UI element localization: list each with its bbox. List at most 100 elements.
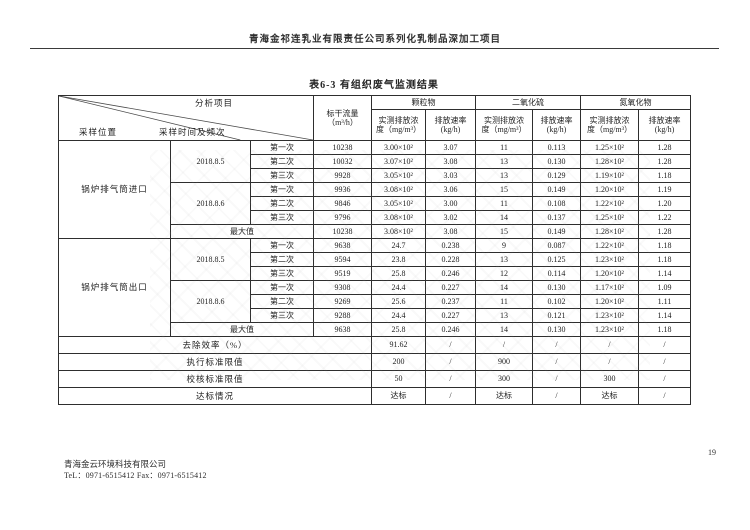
flow-value-cell: 9846 xyxy=(313,196,373,211)
value-cell: 24.4 xyxy=(371,308,427,323)
value-cell: 1.18 xyxy=(638,238,692,253)
corner-time-label: 采样时间及频次 xyxy=(159,126,226,137)
value-cell: / xyxy=(580,336,640,354)
value-cell: 1.22 xyxy=(638,210,692,225)
value-cell: 14 xyxy=(475,322,534,337)
value-cell: 1.22×10² xyxy=(580,238,640,253)
value-cell: 1.18 xyxy=(638,168,692,183)
diagonal-lines xyxy=(59,96,313,140)
subheader-nox-concentration: 实测排放浓 度（mg/m³） xyxy=(580,109,640,141)
value-cell: 0.108 xyxy=(532,196,582,211)
value-cell: 1.28×10² xyxy=(580,154,640,169)
flow-value-cell: 9288 xyxy=(313,308,373,323)
flow-value-cell: 9308 xyxy=(313,280,373,295)
value-cell: 0.130 xyxy=(532,280,582,295)
value-cell: 达标 xyxy=(475,387,534,405)
sampling-location-cell: 锅炉排气筒出口 xyxy=(58,238,171,337)
value-cell: 1.17×10² xyxy=(580,280,640,295)
flow-value-cell: 9638 xyxy=(313,238,373,253)
value-cell: 0.237 xyxy=(425,294,477,309)
value-cell: / xyxy=(425,353,477,371)
value-cell: / xyxy=(425,387,477,405)
subheader-pm-rate: 排放速率 (kg/h) xyxy=(425,109,477,141)
value-cell: 1.23×10² xyxy=(580,322,640,337)
value-cell: / xyxy=(475,336,534,354)
value-cell: 0.137 xyxy=(532,210,582,225)
value-cell: 3.08 xyxy=(425,224,477,239)
value-cell: 1.18 xyxy=(638,322,692,337)
measurement-row: 第三次 9928 3.05×10² 3.03 13 0.129 1.19×10² 1.18 xyxy=(59,168,692,183)
page-footer: 青海金云环境科技有限公司 TeL：0971-6515412 Fax：0971-6… xyxy=(64,459,207,481)
subheader-pm-concentration: 实测排放浓 度（mg/m³） xyxy=(371,109,427,141)
summary-label-cell: 执行标准限值 xyxy=(57,353,373,371)
value-cell: 3.08×10² xyxy=(371,182,427,197)
flow-value-cell: 10032 xyxy=(313,154,373,169)
value-cell: 1.25×10² xyxy=(580,140,640,155)
value-cell: 1.25×10² xyxy=(580,210,640,225)
value-cell: / xyxy=(638,336,692,354)
summary-row: 去除效率（%） 91.62// / / / xyxy=(57,336,692,354)
value-cell: 3.02 xyxy=(425,210,477,225)
value-cell: 1.14 xyxy=(638,266,692,281)
value-cell: 1.14 xyxy=(638,308,692,323)
value-cell: / xyxy=(580,353,640,371)
flow-value-cell: 10238 xyxy=(313,224,373,239)
value-cell: 24.7 xyxy=(371,238,427,253)
value-cell: 1.22×10² xyxy=(580,196,640,211)
sampling-location-cell: 锅炉排气筒进口 xyxy=(58,140,171,239)
value-cell: 1.09 xyxy=(638,280,692,295)
value-cell: 0.149 xyxy=(532,182,582,197)
measurement-row: 2018.8.6 第一次 9936 3.08×10² 3.06 15 0.149 1.20×1… xyxy=(59,182,692,225)
flow-value-cell: 9796 xyxy=(313,210,373,225)
value-cell: / xyxy=(532,353,582,371)
summary-label-cell: 校核标准限值 xyxy=(57,370,373,388)
footer-contact-info: TeL：0971-6515412 Fax：0971-6515412 xyxy=(64,471,207,480)
value-cell: 1.19×10² xyxy=(580,168,640,183)
value-cell: 23.8 xyxy=(371,252,427,267)
measurement-row: 锅炉排气筒进口 2018.8.5 第一次 10238 3.00×10² 3.07 11 0.1… xyxy=(58,140,692,239)
value-cell: 91.62 xyxy=(371,336,427,354)
value-cell: 12 xyxy=(475,266,534,281)
value-cell: 0.121 xyxy=(532,308,582,323)
value-cell: 0.246 xyxy=(425,322,477,337)
value-cell: 14 xyxy=(475,280,534,295)
value-cell: 15 xyxy=(475,182,534,197)
value-cell: 0.149 xyxy=(532,224,582,239)
measurement-row: 锅炉排气筒出口 2018.8.5 第一次 9638 24.7 0.238 9 0.087 1.2… xyxy=(58,238,692,337)
value-cell: 25.6 xyxy=(371,294,427,309)
max-label-cell: 最大值 xyxy=(169,224,315,239)
value-cell: 0.129 xyxy=(532,168,582,183)
summary-row: 执行标准限值 200/900// / xyxy=(57,353,692,371)
value-cell: 0.238 xyxy=(425,238,477,253)
footer-company-name: 青海金云环境科技有限公司 xyxy=(64,459,167,469)
value-cell: 1.11 xyxy=(638,294,692,309)
sampling-sequence-cell: 第三次 xyxy=(249,308,315,323)
value-cell: 13 xyxy=(475,154,534,169)
value-cell: 1.20×10² xyxy=(580,182,640,197)
summary-row: 校核标准限值 50/300/300/ xyxy=(57,370,692,388)
value-cell: 1.19 xyxy=(638,182,692,197)
flow-value-cell: 9519 xyxy=(313,266,373,281)
flow-value-cell: 10238 xyxy=(313,140,373,155)
sampling-date-cell: 2018.8.5 xyxy=(170,238,251,281)
sampling-sequence-cell: 第二次 xyxy=(249,294,315,309)
value-cell: / xyxy=(532,336,582,354)
value-cell: 3.03 xyxy=(425,168,477,183)
summary-row: 达标情况 达标 / 达标 / 达标 / xyxy=(57,387,692,405)
value-cell: 1.18 xyxy=(638,252,692,267)
value-cell: 300 xyxy=(580,370,640,388)
value-cell: / xyxy=(425,336,477,354)
value-cell: 3.07×10² xyxy=(371,154,427,169)
value-cell: 24.4 xyxy=(371,280,427,295)
value-cell: 1.20 xyxy=(638,196,692,211)
document-header-title: 青海金祁连乳业有限责任公司系列化乳制品深加工项目 xyxy=(248,35,501,45)
sampling-sequence-cell: 第二次 xyxy=(249,154,315,169)
value-cell: / xyxy=(425,370,477,388)
value-cell: 1.20×10² xyxy=(580,266,640,281)
value-cell: 13 xyxy=(475,252,534,267)
value-cell: 1.23×10² xyxy=(580,252,640,267)
flow-value-cell: 9269 xyxy=(313,294,373,309)
value-cell: 1.20×10² xyxy=(580,294,640,309)
value-cell: 1.28 xyxy=(638,154,692,169)
header-divider xyxy=(30,48,719,49)
